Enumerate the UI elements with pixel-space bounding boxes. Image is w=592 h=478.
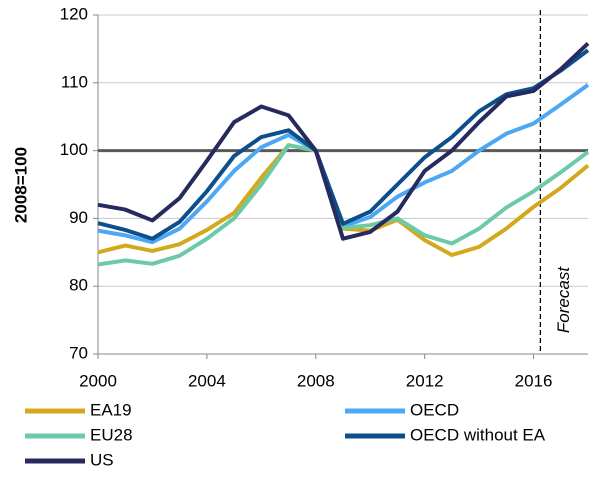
x-tick-label: 2004 <box>188 371 226 390</box>
legend-label: OECD without EA <box>410 425 546 444</box>
legend-label: OECD <box>410 400 459 419</box>
x-tick-label: 2016 <box>515 371 553 390</box>
x-tick-label: 2008 <box>297 371 335 390</box>
y-tick-label: 110 <box>61 72 88 91</box>
y-tick-label: 80 <box>69 276 88 295</box>
annotation: Forecast <box>554 266 573 333</box>
x-tick-label: 2000 <box>79 371 117 390</box>
series-line <box>97 48 590 241</box>
legend-label: EU28 <box>90 425 133 444</box>
y-tick-label: 90 <box>69 208 88 227</box>
y-axis-label: 2008=100 <box>11 147 30 223</box>
legend-label: US <box>90 450 114 469</box>
series-line <box>97 143 590 267</box>
series-line <box>97 42 590 241</box>
y-tick-label: 120 <box>60 4 88 23</box>
y-tick-label: 100 <box>60 140 88 159</box>
legend-label: EA19 <box>90 400 132 419</box>
y-tick-label: 70 <box>69 343 88 362</box>
x-tick-label: 2012 <box>406 371 444 390</box>
